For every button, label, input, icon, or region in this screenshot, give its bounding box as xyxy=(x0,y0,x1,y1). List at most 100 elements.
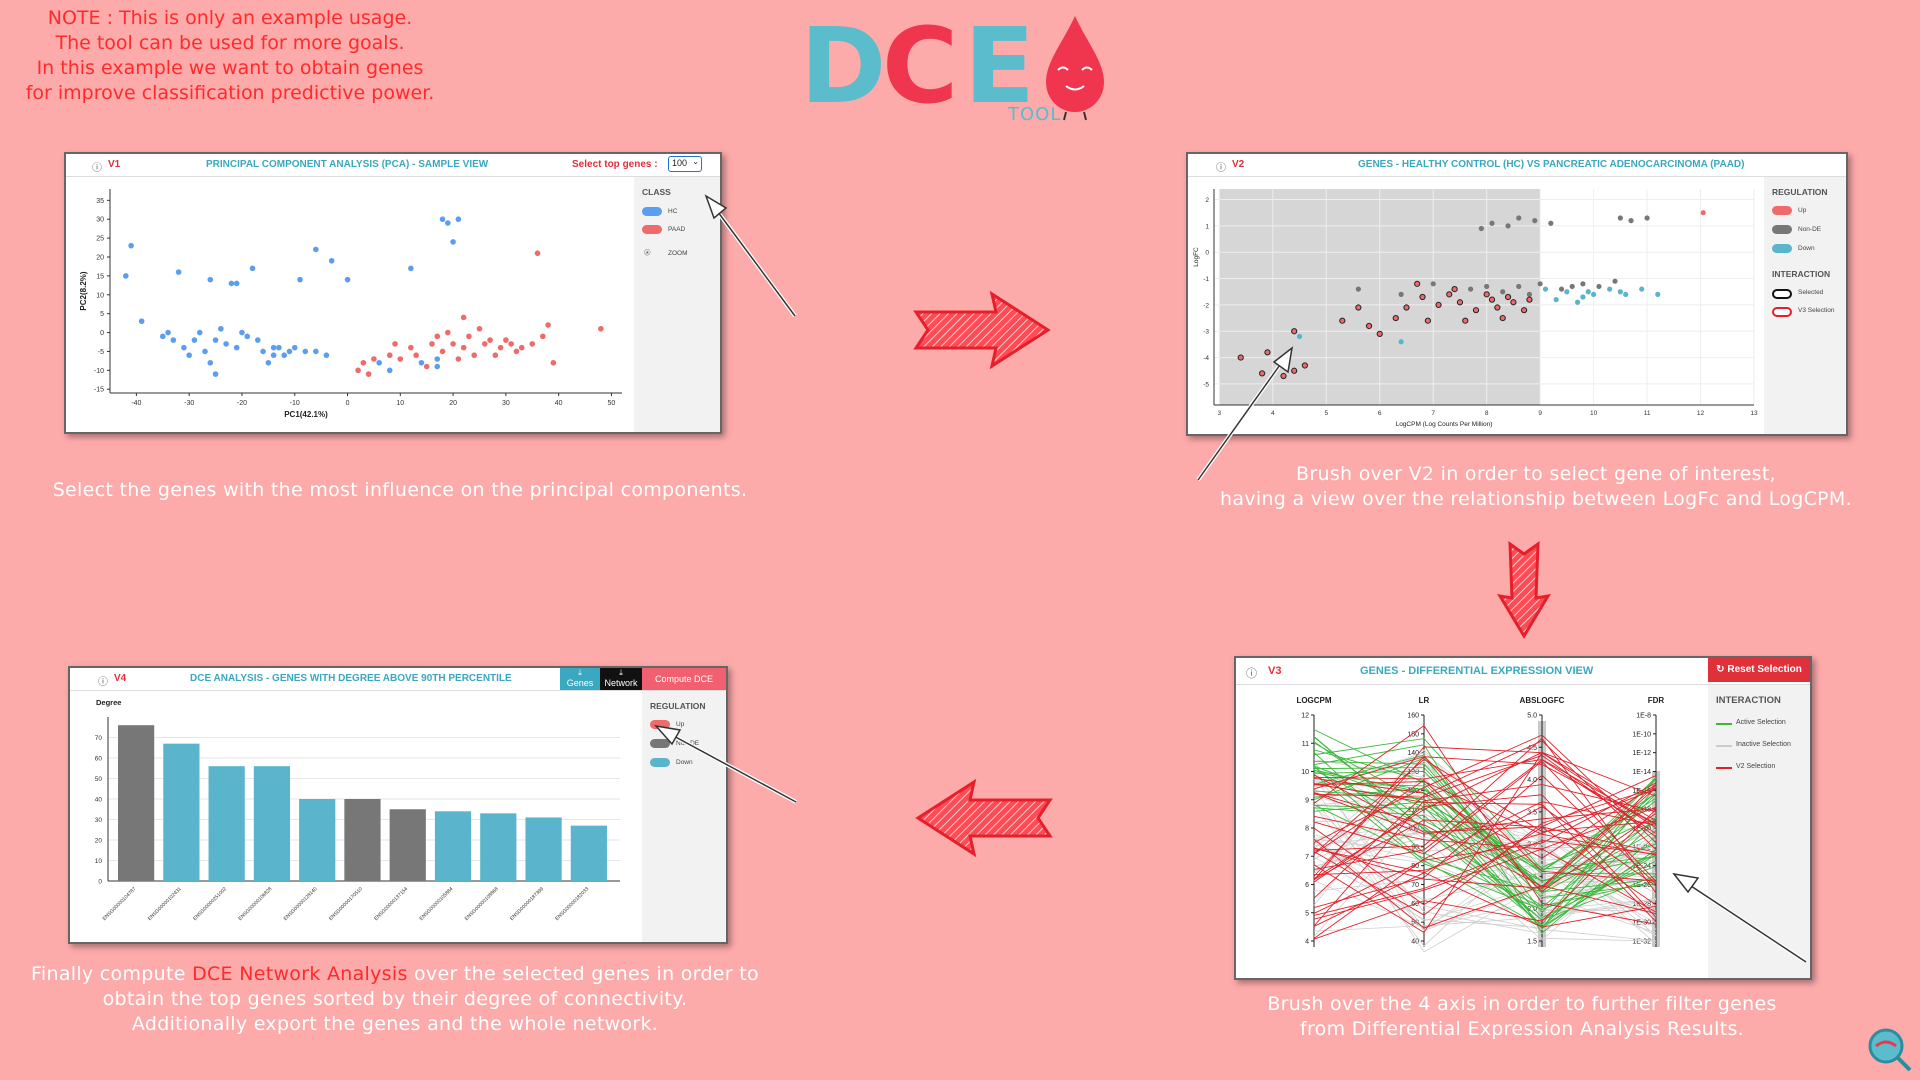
v3-parallel-coords[interactable]: LOGCPM121110987654LR16015014013012011010… xyxy=(1236,685,1706,976)
polyline-group xyxy=(1313,725,1657,953)
x-tick-label: 40 xyxy=(555,400,563,407)
data-point-selected xyxy=(1526,296,1533,303)
data-point-paad xyxy=(397,356,404,362)
axis-tick-label: 4.0 xyxy=(1527,777,1537,784)
data-point-paad xyxy=(466,333,472,340)
export-genes-button[interactable]: ⤓ Genes xyxy=(560,668,600,690)
axis-tick-label: 6 xyxy=(1305,882,1309,889)
v2-selection-line xyxy=(1313,774,1657,909)
y-tick-label: -4 xyxy=(1203,355,1209,362)
v3-parallel-coords-panel: ⓘ V3 GENES - DIFFERENTIAL EXPRESSION VIE… xyxy=(1234,656,1812,980)
x-tick-label: 30 xyxy=(502,400,510,407)
regulation-legend-title: REGULATION xyxy=(1772,187,1828,197)
axis-tick-label: 160 xyxy=(1407,713,1419,720)
compute-dce-button[interactable]: Compute DCE xyxy=(642,668,726,690)
data-point-hc xyxy=(270,352,277,359)
v2-selection-line xyxy=(1313,794,1657,918)
legend-label-inactive: Inactive Selection xyxy=(1736,741,1791,748)
select-top-genes-dropdown[interactable]: 100 ⌄ xyxy=(668,156,702,172)
y-tick-label: -3 xyxy=(1203,329,1209,336)
v2-selection-line xyxy=(1313,752,1657,934)
info-icon[interactable]: ⓘ xyxy=(98,677,108,688)
legend-swatch-paad[interactable] xyxy=(642,225,662,234)
v2-selection-line xyxy=(1313,781,1657,856)
data-point-down xyxy=(1542,286,1549,292)
data-point-nonde xyxy=(1505,223,1511,229)
data-point-up xyxy=(1700,210,1706,216)
data-point-nonde xyxy=(1569,283,1575,290)
legend-line-v2 xyxy=(1716,767,1732,769)
reset-selection-button[interactable]: ↻ Reset Selection xyxy=(1708,658,1810,682)
data-point-down xyxy=(1585,289,1591,295)
axis-tick-label: 70 xyxy=(1411,882,1419,889)
active-line xyxy=(1313,744,1657,934)
v2-selection-line xyxy=(1313,777,1657,859)
legend-swatch-up[interactable] xyxy=(650,720,670,729)
v4-label: V4 xyxy=(114,673,127,684)
data-point-hc xyxy=(138,318,145,325)
class-legend-title: CLASS xyxy=(642,187,671,197)
v2-selection-line xyxy=(1313,758,1657,855)
legend-swatch-nonde[interactable] xyxy=(650,739,670,748)
data-point-hc xyxy=(244,333,251,340)
v1-legend-sidebar: CLASS HC PAAD ⍟ ZOOM xyxy=(634,177,720,432)
zoom-label[interactable]: ZOOM xyxy=(668,250,688,257)
x-tick-label: 3 xyxy=(1218,410,1222,417)
data-point-down xyxy=(1580,294,1586,300)
info-icon[interactable]: ⓘ xyxy=(1216,163,1226,174)
v4-title: DCE ANALYSIS - GENES WITH DEGREE ABOVE 9… xyxy=(190,673,512,684)
data-point-paad xyxy=(508,341,514,347)
dce-highlight: DCE Network Analysis xyxy=(192,963,408,985)
v2-genes-panel: ⓘ V2 GENES - HEALTHY CONTROL (HC) VS PAN… xyxy=(1186,152,1848,436)
inactive-line xyxy=(1313,838,1657,922)
export-network-button[interactable]: ⤓ Network xyxy=(600,668,642,690)
info-icon[interactable]: ⓘ xyxy=(92,163,102,174)
data-point-hc xyxy=(165,329,171,336)
active-line xyxy=(1313,769,1657,921)
v2-selection-line xyxy=(1313,754,1657,838)
legend-swatch-down[interactable] xyxy=(1772,244,1792,253)
v1-pca-scatter[interactable]: -40 -30 -20 -10 0 10 20 30 40 50 -15 -10 -5 0 5 10 15 20 2… xyxy=(66,177,632,430)
data-point-selected xyxy=(1419,293,1426,301)
axis-tick-label: 12 xyxy=(1301,713,1309,720)
logo-sub: TOOL xyxy=(1008,104,1062,125)
legend-swatch-down[interactable] xyxy=(650,758,670,767)
zoom-icon[interactable]: ⍟ xyxy=(644,247,651,259)
axis-tick-label: 5 xyxy=(1305,910,1309,917)
axis-tick-label: 8 xyxy=(1305,826,1309,833)
y-tick-label: 50 xyxy=(95,776,103,783)
axis-tick-label: 11 xyxy=(1302,741,1309,748)
legend-label-up: Up xyxy=(1798,207,1807,214)
bar-ensg00000170510 xyxy=(344,799,381,881)
flow-arrow-down-icon xyxy=(1497,541,1551,639)
active-line xyxy=(1313,804,1657,893)
y-tick-label: 20 xyxy=(95,838,103,845)
data-point-paad xyxy=(492,352,499,359)
data-point-hc xyxy=(291,344,298,351)
data-point-nonde xyxy=(1628,218,1634,224)
data-point-hc xyxy=(207,276,214,283)
axis-tick-label: 7 xyxy=(1305,854,1309,861)
v2-selection-line xyxy=(1313,740,1657,899)
v2-selection-line xyxy=(1313,783,1657,922)
y-tick-label: 70 xyxy=(95,735,103,742)
axis-tick-label: 1E-30 xyxy=(1632,920,1651,927)
x-tick-label: -10 xyxy=(290,400,300,407)
v1-label: V1 xyxy=(108,159,121,170)
legend-swatch-nonde[interactable] xyxy=(1772,225,1792,234)
x-tick-label: 20 xyxy=(449,400,457,407)
legend-swatch-up[interactable] xyxy=(1772,206,1792,215)
x-tick-label: 5 xyxy=(1324,410,1328,417)
data-point-hc xyxy=(450,239,456,245)
info-icon[interactable]: ⓘ xyxy=(1246,668,1257,680)
data-point-hc xyxy=(254,337,261,343)
v4-caption: Finally compute DCE Network Analysis ove… xyxy=(31,963,759,1035)
legend-label-v3-selection: V3 Selection xyxy=(1798,307,1835,314)
x-tick-label: 4 xyxy=(1271,410,1275,417)
legend-swatch-hc[interactable] xyxy=(642,207,662,216)
v2-selection-line xyxy=(1313,805,1657,927)
data-point-selected xyxy=(1510,299,1517,306)
x-tick-label: 13 xyxy=(1750,410,1758,417)
